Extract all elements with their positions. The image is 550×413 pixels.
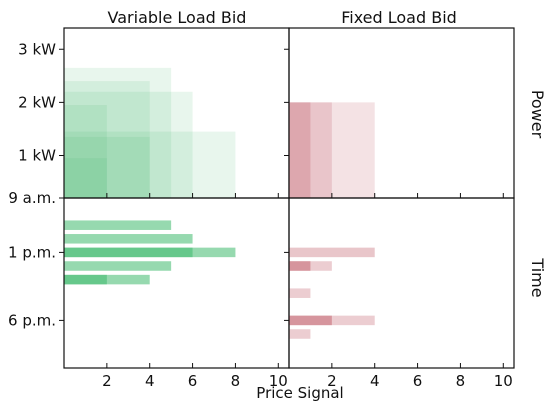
fixed-time-xtick-label-3: 8 xyxy=(456,372,466,390)
variable-power-ytick-label-2: 3 kW xyxy=(18,40,56,58)
fixed-time-panel: 2 4 6 8 10 xyxy=(284,197,515,390)
variable-power-block-0 xyxy=(64,67,172,198)
variable-power-ytick-label-0: 1 kW xyxy=(18,147,56,165)
variable-time-xtick-label-4: 10 xyxy=(269,372,288,390)
fixed-power-panel xyxy=(284,27,515,199)
variable-time-bar-1 xyxy=(64,234,193,244)
variable-time-xtick-label-1: 4 xyxy=(145,372,155,390)
fixed-time-xtick-label-0: 2 xyxy=(327,372,337,390)
variable-time-ytick-label-2: 6 p.m. xyxy=(8,311,56,329)
fixed-time-bar-1 xyxy=(289,261,332,271)
variable-time-xtick-label-0: 2 xyxy=(102,372,112,390)
variable-load-bid-title: Variable Load Bid xyxy=(108,8,247,27)
fixed-load-bid-title: Fixed Load Bid xyxy=(341,8,457,27)
variable-power-block-5 xyxy=(64,136,150,198)
variable-power-ytick-label-1: 2 kW xyxy=(18,93,56,111)
variable-power-panel: 1 kW 2 kW 3 kW xyxy=(18,27,290,199)
variable-power-block-2 xyxy=(64,91,193,198)
power-axis-label: Power xyxy=(528,90,547,139)
variable-time-xtick-label-2: 6 xyxy=(188,372,198,390)
variable-time-panel: 2 4 6 8 10 9 a.m. 1 p.m. 6 p.m. xyxy=(8,189,290,390)
fixed-time-bar-5 xyxy=(289,315,332,326)
fixed-time-xtick-label-4: 10 xyxy=(494,372,513,390)
variable-power-block-1 xyxy=(64,81,150,198)
fixed-power-block-2 xyxy=(289,102,311,198)
variable-power-block-4 xyxy=(64,131,236,198)
variable-time-ytick-label-1: 1 p.m. xyxy=(8,243,56,261)
x-axis-label: Price Signal xyxy=(256,384,343,402)
variable-time-bar-4 xyxy=(64,261,172,271)
fixed-time-bar-0 xyxy=(289,247,375,258)
fixed-power-block-0 xyxy=(289,102,375,198)
variable-time-bar-6 xyxy=(64,274,107,285)
variable-time-ytick-label-0: 9 a.m. xyxy=(8,189,56,207)
fixed-time-frame xyxy=(288,197,515,369)
variable-time-bar-0 xyxy=(64,220,172,230)
fixed-time-xtick-label-1: 4 xyxy=(370,372,380,390)
fixed-time-bar-2 xyxy=(289,261,311,271)
fixed-power-block-1 xyxy=(289,102,332,198)
time-axis-label: Time xyxy=(528,257,547,297)
variable-power-block-3 xyxy=(64,105,107,198)
fixed-time-bar-3 xyxy=(289,288,311,298)
variable-time-bar-3 xyxy=(64,247,193,258)
variable-time-xtick-label-3: 8 xyxy=(231,372,241,390)
fixed-time-bar-6 xyxy=(289,329,311,339)
variable-power-block-6 xyxy=(64,158,107,198)
fixed-time-xtick-label-2: 6 xyxy=(413,372,423,390)
